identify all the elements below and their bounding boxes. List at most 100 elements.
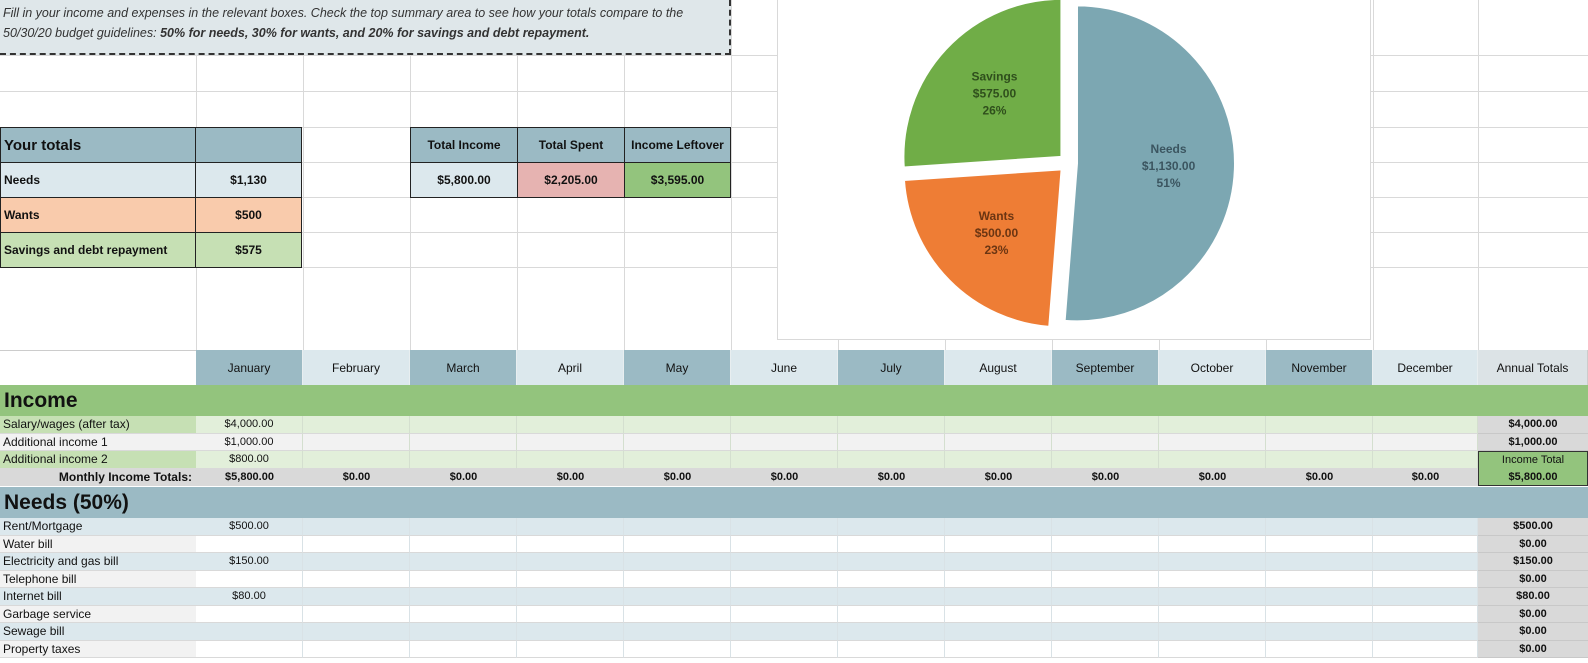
- needs-cell-january[interactable]: [196, 605, 303, 623]
- needs-cell-may[interactable]: [624, 570, 731, 588]
- needs-cell-august[interactable]: [945, 623, 1052, 641]
- needs-cell-april[interactable]: [517, 588, 624, 606]
- needs-cell-february[interactable]: [303, 640, 410, 658]
- needs-cell-august[interactable]: [945, 553, 1052, 571]
- income-cell-march[interactable]: [410, 433, 517, 451]
- income-cell-april[interactable]: [517, 433, 624, 451]
- needs-cell-march[interactable]: [410, 553, 517, 571]
- income-cell-august[interactable]: [945, 451, 1052, 469]
- income-cell-july[interactable]: [838, 433, 945, 451]
- income-cell-june[interactable]: [731, 416, 838, 434]
- income-cell-may[interactable]: [624, 451, 731, 469]
- needs-cell-august[interactable]: [945, 605, 1052, 623]
- needs-cell-august[interactable]: [945, 570, 1052, 588]
- needs-cell-august[interactable]: [945, 640, 1052, 658]
- needs-cell-april[interactable]: [517, 535, 624, 553]
- income-cell-september[interactable]: [1052, 433, 1159, 451]
- income-cell-november[interactable]: [1266, 451, 1373, 469]
- totals-row-wants-value[interactable]: $500: [195, 197, 302, 233]
- needs-cell-may[interactable]: [624, 518, 731, 536]
- needs-cell-june[interactable]: [731, 623, 838, 641]
- income-cell-december[interactable]: [1373, 416, 1478, 434]
- pie-slice-needs[interactable]: [1063, 4, 1236, 323]
- income-cell-december[interactable]: [1373, 433, 1478, 451]
- income-cell-june[interactable]: [731, 451, 838, 469]
- needs-cell-march[interactable]: [410, 605, 517, 623]
- needs-cell-february[interactable]: [303, 570, 410, 588]
- needs-cell-march[interactable]: [410, 535, 517, 553]
- needs-cell-august[interactable]: [945, 518, 1052, 536]
- income-cell-january[interactable]: $800.00: [196, 451, 303, 469]
- needs-cell-april[interactable]: [517, 623, 624, 641]
- needs-cell-june[interactable]: [731, 535, 838, 553]
- totals-row-savings-value[interactable]: $575: [195, 232, 302, 268]
- income-cell-april[interactable]: [517, 451, 624, 469]
- needs-cell-june[interactable]: [731, 518, 838, 536]
- needs-cell-november[interactable]: [1266, 535, 1373, 553]
- needs-cell-may[interactable]: [624, 640, 731, 658]
- needs-cell-february[interactable]: [303, 535, 410, 553]
- needs-cell-december[interactable]: [1373, 623, 1478, 641]
- needs-cell-june[interactable]: [731, 588, 838, 606]
- needs-cell-september[interactable]: [1052, 623, 1159, 641]
- needs-cell-october[interactable]: [1159, 588, 1266, 606]
- needs-cell-march[interactable]: [410, 588, 517, 606]
- needs-cell-january[interactable]: [196, 640, 303, 658]
- needs-cell-september[interactable]: [1052, 553, 1159, 571]
- income-cell-february[interactable]: [303, 433, 410, 451]
- income-cell-november[interactable]: [1266, 416, 1373, 434]
- budget-pie-chart[interactable]: Needs $1,130.00 51% Wants $500.00 23% Savings $…: [777, 0, 1371, 340]
- needs-cell-june[interactable]: [731, 570, 838, 588]
- needs-cell-november[interactable]: [1266, 640, 1373, 658]
- needs-cell-august[interactable]: [945, 588, 1052, 606]
- income-cell-june[interactable]: [731, 433, 838, 451]
- needs-cell-december[interactable]: [1373, 588, 1478, 606]
- needs-cell-february[interactable]: [303, 553, 410, 571]
- needs-cell-may[interactable]: [624, 535, 731, 553]
- needs-cell-june[interactable]: [731, 640, 838, 658]
- needs-cell-december[interactable]: [1373, 605, 1478, 623]
- needs-cell-february[interactable]: [303, 623, 410, 641]
- needs-cell-january[interactable]: $150.00: [196, 553, 303, 571]
- needs-cell-may[interactable]: [624, 623, 731, 641]
- needs-cell-may[interactable]: [624, 605, 731, 623]
- needs-cell-march[interactable]: [410, 518, 517, 536]
- needs-cell-june[interactable]: [731, 605, 838, 623]
- income-cell-november[interactable]: [1266, 433, 1373, 451]
- income-cell-october[interactable]: [1159, 451, 1266, 469]
- needs-cell-july[interactable]: [838, 640, 945, 658]
- needs-cell-april[interactable]: [517, 518, 624, 536]
- income-cell-march[interactable]: [410, 416, 517, 434]
- needs-cell-april[interactable]: [517, 553, 624, 571]
- income-cell-july[interactable]: [838, 451, 945, 469]
- needs-cell-december[interactable]: [1373, 570, 1478, 588]
- needs-cell-november[interactable]: [1266, 553, 1373, 571]
- needs-cell-july[interactable]: [838, 518, 945, 536]
- income-cell-april[interactable]: [517, 416, 624, 434]
- needs-cell-january[interactable]: [196, 535, 303, 553]
- your-totals-header-blank[interactable]: [195, 127, 302, 163]
- needs-cell-july[interactable]: [838, 623, 945, 641]
- needs-cell-september[interactable]: [1052, 640, 1159, 658]
- income-cell-february[interactable]: [303, 416, 410, 434]
- income-cell-january[interactable]: $1,000.00: [196, 433, 303, 451]
- needs-cell-february[interactable]: [303, 518, 410, 536]
- needs-cell-june[interactable]: [731, 553, 838, 571]
- needs-cell-december[interactable]: [1373, 518, 1478, 536]
- needs-cell-october[interactable]: [1159, 605, 1266, 623]
- income-cell-january[interactable]: $4,000.00: [196, 416, 303, 434]
- needs-cell-november[interactable]: [1266, 605, 1373, 623]
- needs-cell-april[interactable]: [517, 570, 624, 588]
- needs-cell-january[interactable]: $80.00: [196, 588, 303, 606]
- income-cell-september[interactable]: [1052, 451, 1159, 469]
- needs-cell-april[interactable]: [517, 640, 624, 658]
- income-cell-september[interactable]: [1052, 416, 1159, 434]
- needs-cell-january[interactable]: [196, 570, 303, 588]
- needs-cell-december[interactable]: [1373, 535, 1478, 553]
- needs-cell-september[interactable]: [1052, 588, 1159, 606]
- income-cell-october[interactable]: [1159, 416, 1266, 434]
- needs-cell-october[interactable]: [1159, 535, 1266, 553]
- income-cell-october[interactable]: [1159, 433, 1266, 451]
- summary-total-income[interactable]: $5,800.00: [410, 162, 518, 198]
- summary-total-spent[interactable]: $2,205.00: [517, 162, 625, 198]
